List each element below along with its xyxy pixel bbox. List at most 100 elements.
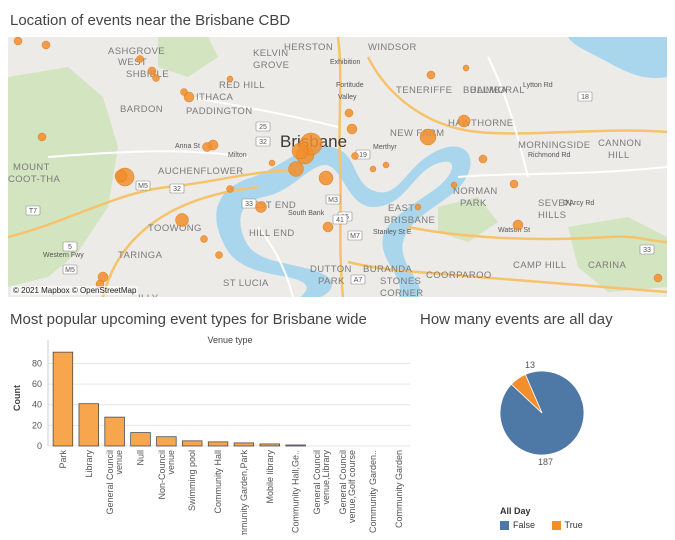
event-point[interactable] <box>202 142 212 152</box>
event-point[interactable] <box>152 74 160 82</box>
event-point[interactable] <box>200 235 208 243</box>
highway-road <box>366 56 667 135</box>
street <box>257 226 294 297</box>
legend-item-true[interactable]: True <box>551 520 583 530</box>
road-shield: M3 <box>325 194 341 205</box>
event-point[interactable] <box>175 213 189 227</box>
x-tick-label: Null <box>136 450 146 466</box>
event-point[interactable] <box>37 132 47 142</box>
event-point[interactable] <box>268 159 276 167</box>
legend-swatch-true <box>551 520 561 530</box>
event-point[interactable] <box>478 154 488 164</box>
event-point[interactable] <box>414 203 422 211</box>
road-shield: T7 <box>25 205 41 216</box>
map-suburb-label: PADDINGTON <box>186 106 252 117</box>
map-street-label: D'Arcy Rd <box>563 200 594 207</box>
map-attribution[interactable]: © 2021 Mapbox © OpenStreetMap <box>11 286 139 295</box>
map-suburb-label: CARINA <box>588 260 627 271</box>
event-point[interactable] <box>288 161 304 177</box>
event-point[interactable] <box>318 170 334 186</box>
svg-text:33: 33 <box>245 201 253 208</box>
map-suburb-label: COORPAROO <box>426 270 492 281</box>
pie-chart[interactable]: 187 13 <box>480 355 610 475</box>
svg-text:General Council: General Council <box>338 450 348 515</box>
bar[interactable] <box>259 443 280 447</box>
bar[interactable] <box>104 416 125 447</box>
bar-x-axis-title: Venue type <box>207 335 252 345</box>
map-suburb-label: HILLS <box>538 210 566 221</box>
event-point[interactable] <box>512 219 524 231</box>
svg-text:Library: Library <box>84 450 94 478</box>
map-suburb-label: ILLY <box>138 293 159 297</box>
map-suburb-label: WINDSOR <box>368 42 417 53</box>
event-point[interactable] <box>180 88 188 96</box>
x-tick-label: Library <box>84 450 94 478</box>
bar[interactable] <box>78 403 99 447</box>
event-point[interactable] <box>346 123 358 135</box>
x-tick-label: Park <box>58 450 68 469</box>
x-tick-label: Swimming pool <box>187 450 197 511</box>
event-point[interactable] <box>344 108 354 118</box>
event-point[interactable] <box>419 128 437 146</box>
svg-text:32: 32 <box>259 139 267 146</box>
svg-text:Community Garden: Community Garden <box>394 450 404 528</box>
event-point[interactable] <box>13 37 23 46</box>
bar[interactable] <box>285 444 306 447</box>
event-point[interactable] <box>41 40 51 50</box>
event-point[interactable] <box>509 179 519 189</box>
map-suburb-label: MOUNT <box>13 162 50 173</box>
event-point[interactable] <box>457 114 471 128</box>
y-tick-label: 80 <box>32 358 42 368</box>
event-point[interactable] <box>351 152 359 160</box>
event-point[interactable] <box>114 169 128 183</box>
map-suburb-label: MORNINGSIDE <box>518 140 591 151</box>
event-point[interactable] <box>462 64 470 72</box>
x-tick-label: Non-Council venue <box>157 450 176 500</box>
park-area <box>158 37 218 77</box>
event-point[interactable] <box>226 185 234 193</box>
bar[interactable] <box>156 436 177 447</box>
map-suburb-label: NEW FARM <box>390 128 444 139</box>
pie-slice[interactable] <box>510 373 543 414</box>
bar[interactable] <box>130 432 151 447</box>
bar[interactable] <box>233 442 255 447</box>
map-street-label: Exhibition <box>330 59 360 66</box>
bar[interactable] <box>52 351 74 447</box>
event-point[interactable] <box>147 66 157 76</box>
event-point[interactable] <box>369 165 377 173</box>
map-suburb-label: SHBIBLE <box>126 69 169 80</box>
map-suburb-label: TARINGA <box>118 250 163 261</box>
park-area <box>438 197 498 242</box>
event-point[interactable] <box>136 55 144 63</box>
event-point[interactable] <box>226 75 234 83</box>
event-point[interactable] <box>426 70 436 80</box>
map-street-label: Watson St <box>498 227 530 234</box>
map-suburb-label: KELVIN <box>253 48 289 59</box>
svg-text:Community Hall,Ge..: Community Hall,Ge.. <box>291 450 301 533</box>
bar[interactable] <box>182 440 203 447</box>
bar-chart[interactable]: Venue type Count 0 20 40 60 80 Park Library Gener… <box>0 330 420 535</box>
road-shield: 32 <box>169 183 185 194</box>
event-point[interactable] <box>322 221 334 233</box>
event-point[interactable] <box>382 161 390 169</box>
pie-label-true: 13 <box>525 360 535 370</box>
map-panel[interactable]: ASHGROVE WEST SHBIBLE ITHACA RED HILL KELVIN G… <box>8 37 667 297</box>
svg-text:5: 5 <box>68 244 72 251</box>
event-point[interactable] <box>450 181 458 189</box>
map-suburb-label: STONES <box>380 276 421 287</box>
map-suburb-label: ST LUCIA <box>223 278 269 289</box>
event-point[interactable] <box>291 142 309 160</box>
bar[interactable] <box>207 441 229 447</box>
event-point[interactable] <box>255 201 267 213</box>
x-tick-label: General Council venue,Library <box>312 450 331 515</box>
pie-chart-title: How many events are all day <box>420 311 613 328</box>
svg-text:32: 32 <box>173 186 181 193</box>
map-suburb-label: AUCHENFLOWER <box>158 166 244 177</box>
x-tick-label: Community Garden.. <box>368 450 378 533</box>
legend-item-false[interactable]: False <box>500 520 535 530</box>
event-point[interactable] <box>653 273 663 283</box>
svg-text:M5: M5 <box>138 183 148 190</box>
event-point[interactable] <box>215 251 223 259</box>
map-suburb-label: CORNER <box>380 288 424 297</box>
